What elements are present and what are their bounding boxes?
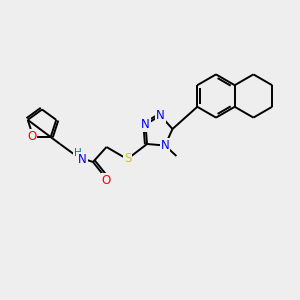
Text: O: O — [27, 130, 36, 143]
Text: N: N — [160, 139, 169, 152]
Text: S: S — [124, 152, 131, 166]
Text: H: H — [74, 148, 82, 158]
Text: N: N — [141, 118, 150, 131]
Text: O: O — [102, 173, 111, 187]
Text: N: N — [156, 109, 165, 122]
Text: N: N — [78, 153, 87, 167]
